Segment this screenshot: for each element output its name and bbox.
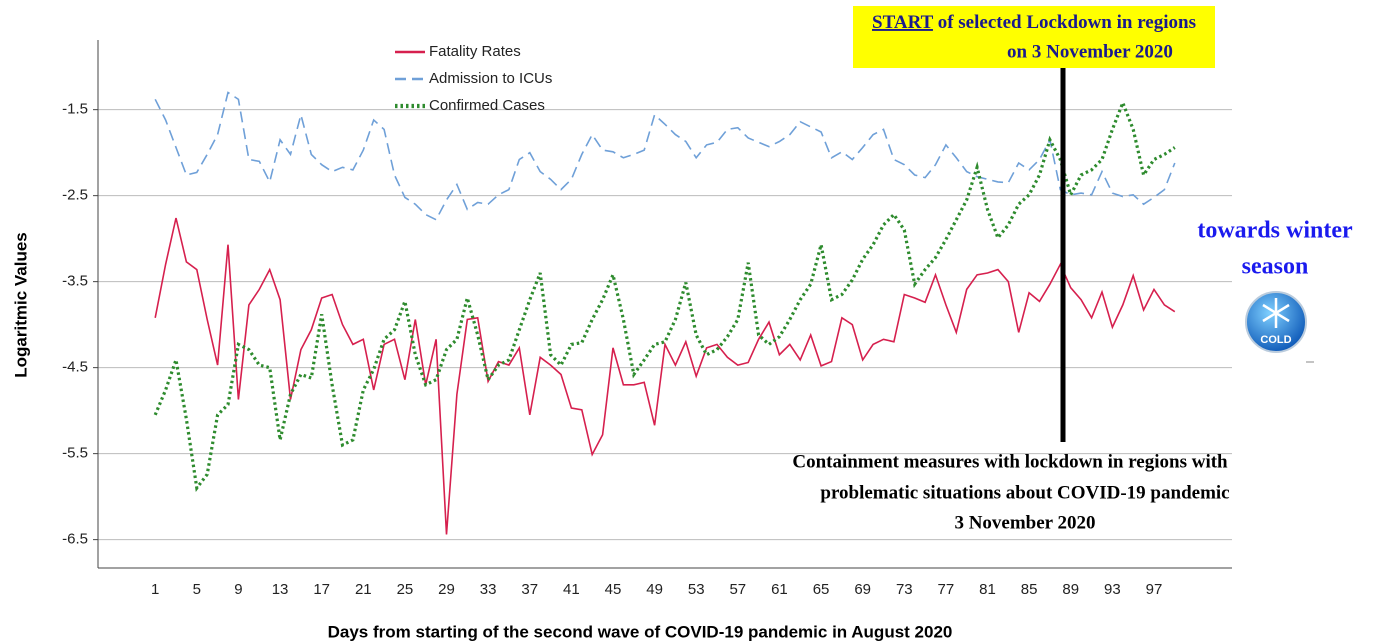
x-tick-label: 65 bbox=[813, 581, 830, 598]
containment-line2: problematic situations about COVID-19 pa… bbox=[820, 482, 1229, 503]
x-tick-label: 97 bbox=[1146, 581, 1163, 598]
x-tick-label: 69 bbox=[854, 581, 871, 598]
legend-label: Admission to ICUs bbox=[429, 70, 552, 87]
x-tick-label: 77 bbox=[938, 581, 955, 598]
start-word: START bbox=[872, 12, 934, 33]
lockdown-title: START of selected Lockdown in regions bbox=[872, 12, 1196, 33]
containment-line1: Containment measures with lockdown in re… bbox=[792, 451, 1228, 472]
x-tick-label: 33 bbox=[480, 581, 497, 598]
x-tick-label: 9 bbox=[234, 581, 242, 598]
x-axis-title: Days from starting of the second wave of… bbox=[328, 622, 953, 641]
series-line bbox=[154, 217, 1176, 535]
legend-label: Confirmed Cases bbox=[429, 97, 545, 114]
x-tick-label: 21 bbox=[355, 581, 372, 598]
x-tick-label: 1 bbox=[151, 581, 159, 598]
cold-icon: COLD bbox=[1245, 291, 1307, 353]
x-tick-label: 45 bbox=[605, 581, 622, 598]
season-line2: season bbox=[1242, 254, 1309, 280]
x-tick-label: 49 bbox=[646, 581, 663, 598]
season-line1: towards winter bbox=[1197, 218, 1353, 244]
x-tick-label: 53 bbox=[688, 581, 705, 598]
x-tick-label: 73 bbox=[896, 581, 913, 598]
series-line bbox=[154, 91, 1176, 221]
y-tick-label: -1.5 bbox=[62, 101, 88, 118]
x-tick-label: 81 bbox=[979, 581, 996, 598]
y-tick-label: -4.5 bbox=[62, 359, 88, 376]
x-tick-label: 89 bbox=[1062, 581, 1079, 598]
y-tick-label: -2.5 bbox=[62, 187, 88, 204]
highlight-box bbox=[853, 6, 1215, 68]
x-tick-label: 25 bbox=[397, 581, 414, 598]
x-tick-label: 37 bbox=[521, 581, 538, 598]
cold-label: COLD bbox=[1260, 334, 1291, 346]
x-tick-label: 41 bbox=[563, 581, 580, 598]
lockdown-date: on 3 November 2020 bbox=[1007, 41, 1173, 62]
x-tick-label: 57 bbox=[729, 581, 746, 598]
x-tick-label: 85 bbox=[1021, 581, 1038, 598]
x-tick-label: 61 bbox=[771, 581, 788, 598]
series-line bbox=[153, 98, 1176, 492]
x-tick-label: 13 bbox=[272, 581, 289, 598]
x-tick-label: 5 bbox=[193, 581, 201, 598]
lockdown-rest: of selected Lockdown in regions bbox=[933, 12, 1196, 33]
legend-label: Fatality Rates bbox=[429, 43, 521, 60]
lines bbox=[153, 91, 1176, 535]
x-tick-label: 93 bbox=[1104, 581, 1121, 598]
x-tick-label: 29 bbox=[438, 581, 455, 598]
x-tick-label: 17 bbox=[313, 581, 330, 598]
y-axis-title: Logaritmic Values bbox=[11, 232, 30, 378]
y-tick-label: -3.5 bbox=[62, 273, 88, 290]
y-tick-label: -6.5 bbox=[62, 531, 88, 548]
y-tick-label: -5.5 bbox=[62, 445, 88, 462]
legend: Fatality Rates Admission to ICUs Confirmed… bbox=[395, 43, 552, 114]
containment-line3: 3 November 2020 bbox=[954, 512, 1095, 533]
